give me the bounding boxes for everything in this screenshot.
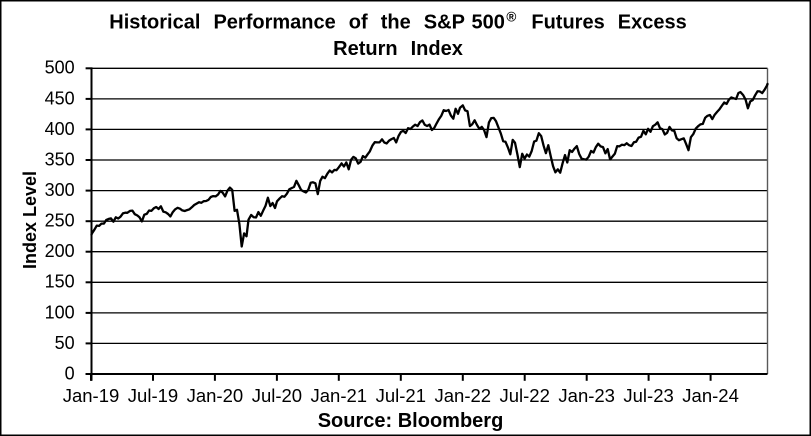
svg-text:Jul-20: Jul-20 bbox=[252, 385, 302, 406]
svg-text:Return Index: Return Index bbox=[333, 38, 463, 60]
svg-text:Jan-19: Jan-19 bbox=[63, 385, 120, 406]
svg-text:Jul-22: Jul-22 bbox=[500, 385, 550, 406]
svg-text:Jan-22: Jan-22 bbox=[435, 385, 492, 406]
svg-text:Jul-21: Jul-21 bbox=[376, 385, 426, 406]
svg-text:400: 400 bbox=[45, 119, 75, 139]
svg-text:250: 250 bbox=[45, 211, 75, 231]
svg-text:Jan-24: Jan-24 bbox=[682, 385, 739, 406]
svg-text:Jul-19: Jul-19 bbox=[128, 385, 178, 406]
svg-text:Jan-20: Jan-20 bbox=[187, 385, 244, 406]
svg-text:350: 350 bbox=[45, 149, 75, 169]
svg-text:50: 50 bbox=[55, 333, 75, 353]
svg-text:500: 500 bbox=[45, 58, 75, 78]
svg-text:Source: Bloomberg: Source: Bloomberg bbox=[318, 410, 504, 432]
svg-text:Historical Performance of the: Historical Performance of the S&P 500 ® F… bbox=[109, 10, 686, 34]
svg-text:0: 0 bbox=[65, 363, 75, 383]
svg-text:Jan-21: Jan-21 bbox=[311, 385, 368, 406]
svg-text:100: 100 bbox=[45, 302, 75, 322]
svg-text:Jul-23: Jul-23 bbox=[623, 385, 673, 406]
svg-text:300: 300 bbox=[45, 180, 75, 200]
svg-text:150: 150 bbox=[45, 272, 75, 292]
svg-text:Index Level: Index Level bbox=[20, 171, 40, 269]
svg-text:200: 200 bbox=[45, 241, 75, 261]
svg-text:450: 450 bbox=[45, 88, 75, 108]
svg-text:Jan-23: Jan-23 bbox=[558, 385, 615, 406]
